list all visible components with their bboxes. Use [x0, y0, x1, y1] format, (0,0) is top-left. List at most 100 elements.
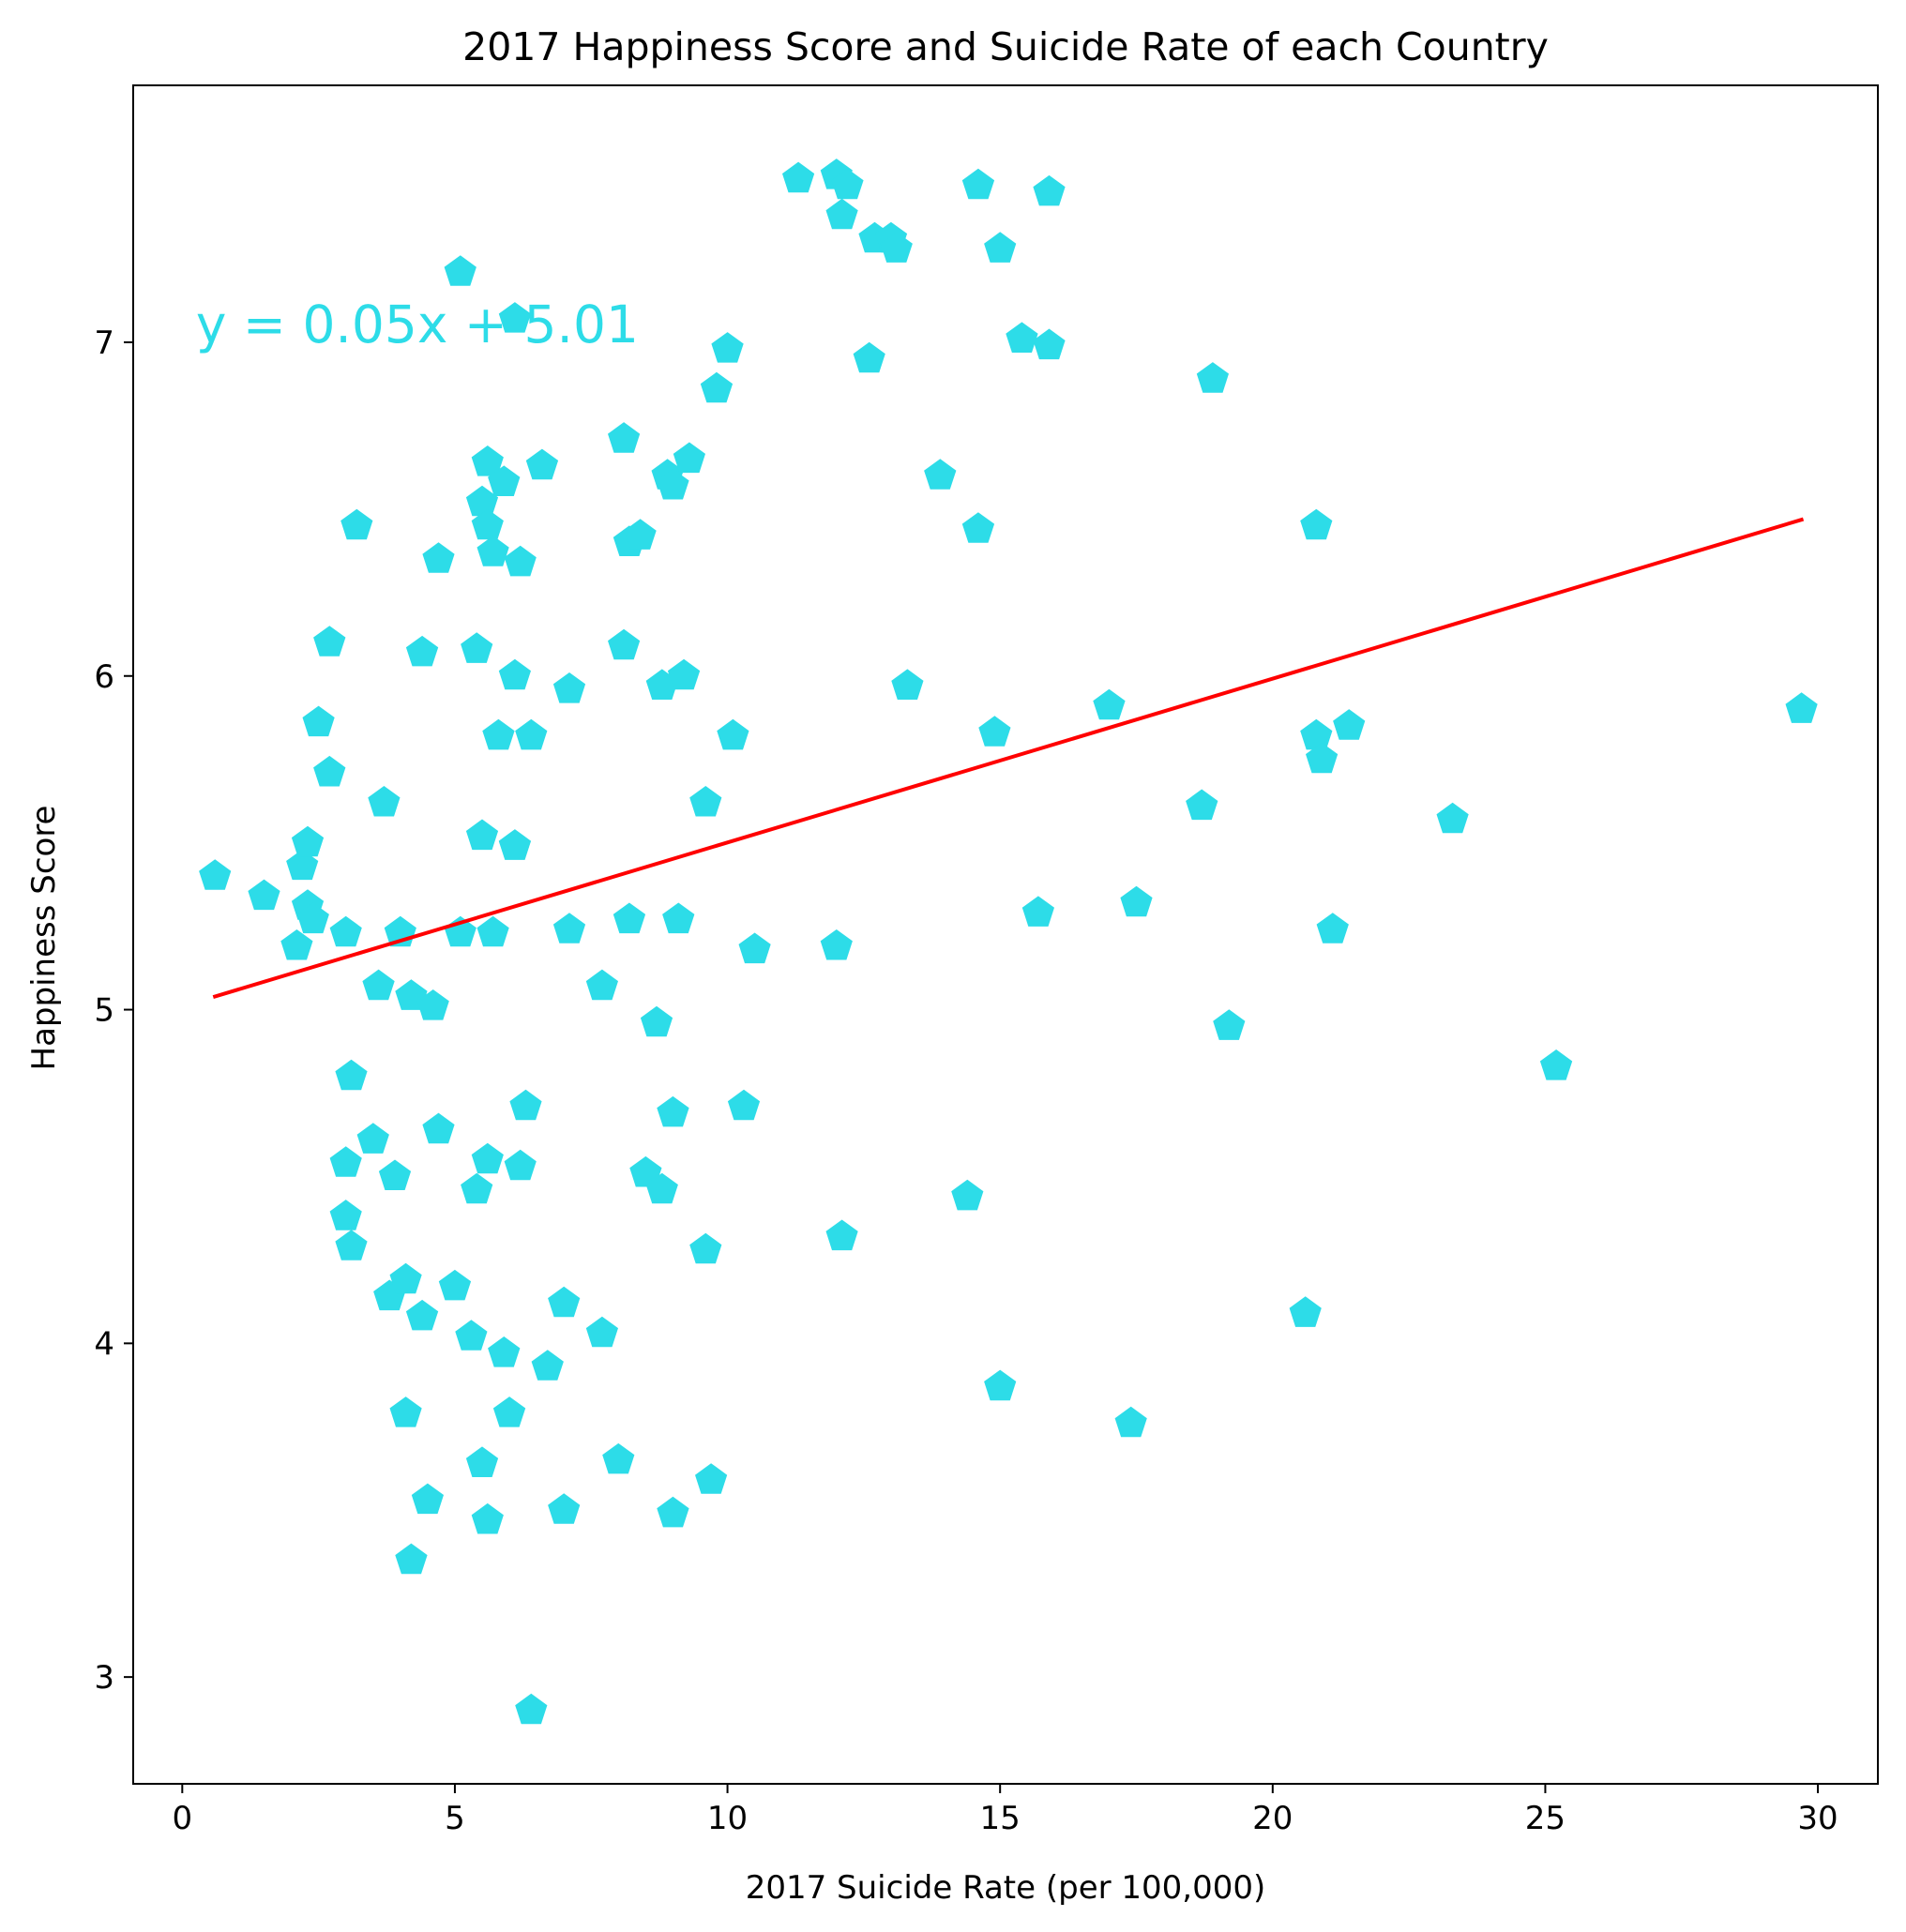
data-point — [624, 519, 657, 550]
data-point — [1006, 322, 1038, 353]
data-point — [552, 672, 586, 703]
data-point — [395, 1543, 428, 1575]
y-tick-label: 7 — [94, 325, 114, 362]
data-point — [552, 913, 586, 943]
data-point — [416, 989, 449, 1020]
data-point — [515, 718, 548, 750]
data-point — [465, 1446, 499, 1477]
data-point — [286, 849, 319, 881]
data-point — [471, 445, 504, 476]
data-point — [488, 1336, 521, 1367]
data-point — [782, 161, 815, 193]
data-point — [465, 819, 499, 851]
data-point — [1289, 1296, 1322, 1327]
data-point — [482, 718, 515, 750]
data-point — [1316, 913, 1349, 943]
data-point — [362, 969, 395, 1001]
x-tick-label: 10 — [707, 1800, 748, 1837]
data-point — [476, 915, 509, 947]
y-tick-label: 6 — [94, 658, 114, 696]
data-point — [820, 929, 853, 960]
data-point — [471, 1142, 504, 1174]
data-point — [504, 1149, 537, 1181]
data-point — [961, 168, 995, 200]
data-point — [465, 485, 499, 517]
data-point — [515, 1693, 548, 1725]
x-axis-ticks: 0 5 10 15 20 25 30 — [172, 1784, 1838, 1837]
data-point — [657, 1496, 689, 1528]
x-tick-label: 25 — [1525, 1800, 1566, 1837]
x-axis-label: 2017 Suicide Rate (per 100,000) — [746, 1869, 1266, 1907]
data-point — [608, 422, 641, 453]
data-point — [1785, 692, 1818, 723]
chart-title: 2017 Happiness Score and Suicide Rate of… — [462, 24, 1549, 69]
data-point — [727, 1089, 761, 1121]
data-point — [498, 829, 531, 860]
data-point — [891, 669, 924, 700]
plot-area-frame — [132, 84, 1879, 1785]
data-point — [438, 1269, 472, 1301]
data-point — [476, 536, 509, 566]
data-point — [1186, 789, 1218, 821]
y-tick-label: 3 — [94, 1659, 114, 1697]
data-point — [951, 1179, 984, 1211]
data-point — [548, 1286, 581, 1318]
data-point — [984, 232, 1017, 263]
data-point — [509, 1089, 542, 1121]
data-point — [280, 929, 313, 960]
y-tick-label: 4 — [94, 1325, 114, 1363]
data-point — [662, 902, 695, 934]
data-point — [1306, 742, 1339, 774]
data-point — [471, 508, 504, 540]
x-tick-label: 20 — [1252, 1800, 1293, 1837]
data-point — [531, 1350, 564, 1381]
data-point — [329, 1200, 362, 1230]
data-point — [613, 902, 646, 934]
data-point — [329, 1146, 362, 1177]
data-point — [585, 969, 618, 1001]
data-point — [602, 1442, 635, 1474]
data-point — [924, 459, 957, 490]
data-point — [1300, 508, 1333, 540]
data-point — [657, 1095, 689, 1127]
scatter-points — [199, 158, 1818, 1725]
data-point — [831, 168, 864, 200]
x-tick-label: 0 — [172, 1800, 192, 1837]
data-point — [455, 1320, 488, 1351]
data-point — [961, 512, 995, 543]
data-point — [1333, 709, 1366, 740]
data-point — [711, 332, 744, 363]
data-point — [1539, 1049, 1573, 1080]
data-point — [461, 632, 493, 663]
data-point — [248, 879, 280, 911]
data-point — [667, 658, 701, 690]
data-point — [1300, 718, 1333, 750]
data-point — [389, 1396, 422, 1427]
data-point — [488, 465, 521, 496]
data-point — [356, 1123, 389, 1154]
data-point — [422, 1112, 455, 1144]
data-point — [1436, 802, 1469, 834]
data-point — [585, 1316, 618, 1348]
data-point — [825, 198, 858, 230]
data-point — [825, 1219, 858, 1251]
data-point — [525, 448, 559, 480]
data-point — [492, 1396, 526, 1427]
data-point — [608, 628, 641, 660]
data-point — [1033, 328, 1066, 360]
data-point — [302, 705, 335, 737]
data-point — [1196, 362, 1229, 393]
data-point — [695, 1463, 728, 1494]
data-point — [329, 915, 362, 947]
y-axis-ticks: 3 4 5 6 7 — [94, 325, 133, 1697]
data-point — [296, 902, 329, 934]
data-point — [640, 1005, 673, 1037]
data-point — [657, 469, 689, 500]
data-point — [498, 658, 531, 690]
x-tick-label: 15 — [980, 1800, 1021, 1837]
data-point — [1021, 896, 1054, 927]
data-point — [368, 786, 401, 817]
